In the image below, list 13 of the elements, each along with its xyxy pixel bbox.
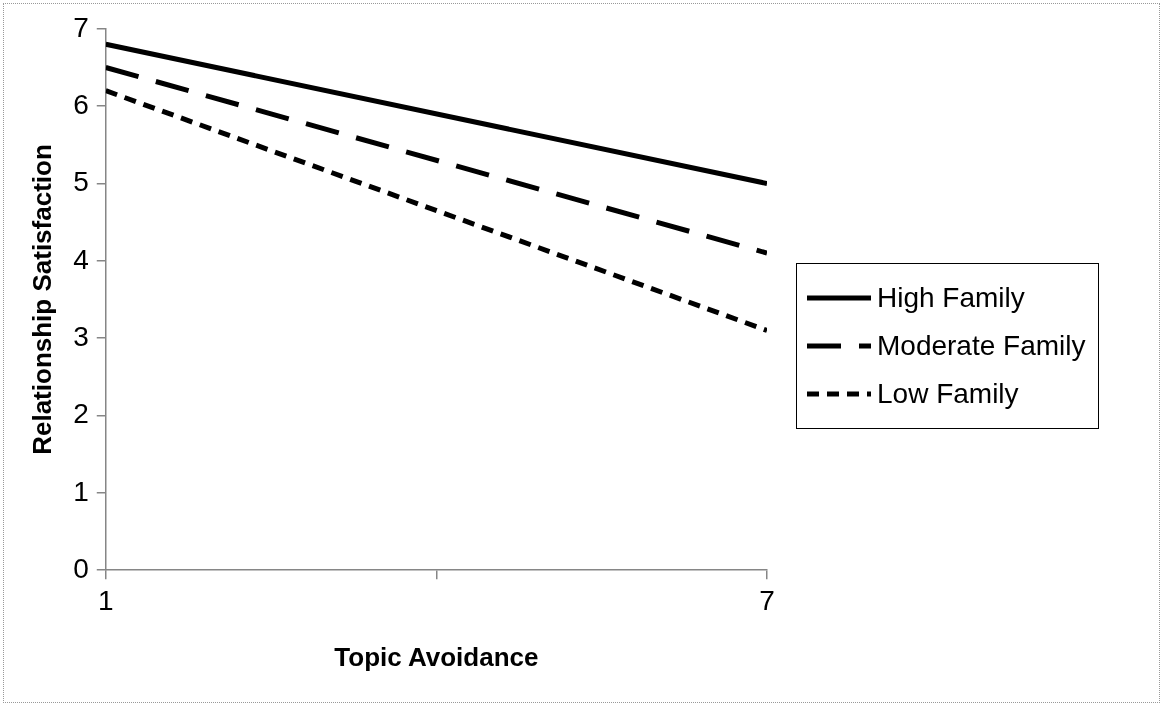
y-tick-label: 3	[73, 320, 89, 352]
y-tick-label: 6	[73, 88, 89, 120]
y-tick-label: 5	[73, 166, 89, 198]
legend-label: Low Family	[877, 378, 1019, 410]
y-axis-title: Relationship Satisfaction	[26, 144, 57, 455]
legend-label: Moderate Family	[877, 330, 1086, 362]
y-tick-label: 1	[73, 475, 89, 507]
y-tick-label: 0	[73, 552, 89, 584]
y-tick-label: 4	[73, 243, 89, 275]
y-tick-label: 2	[73, 398, 89, 430]
legend-label: High Family	[877, 282, 1025, 314]
y-tick-label: 7	[73, 11, 89, 43]
x-axis-title: Topic Avoidance	[334, 641, 539, 672]
